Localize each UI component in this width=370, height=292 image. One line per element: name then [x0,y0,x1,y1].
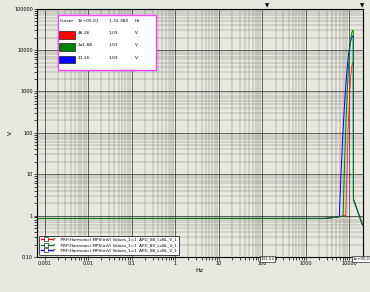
Text: Cursor: Cursor [60,19,74,23]
Text: 46.26: 46.26 [78,31,90,35]
Text: 11.16: 11.16 [78,55,90,60]
X-axis label: Hz: Hz [196,267,204,272]
Bar [59,31,75,39]
Text: V: V [135,55,138,60]
Text: 1e+05.01: 1e+05.01 [352,257,370,261]
Bar [59,44,75,51]
Bar [59,55,75,63]
Text: 1e+05.01: 1e+05.01 [78,19,99,23]
Legend: P    PRF(Harmonic) MPS(mV) Values_1=1  APD_SB_LvBL_V_1, P    PRF(Harmonic) MPS(m: P PRF(Harmonic) MPS(mV) Values_1=1 APD_S… [39,236,179,255]
Text: ▼: ▼ [360,4,364,9]
Text: 1.31 380: 1.31 380 [109,19,128,23]
Text: 131.52: 131.52 [260,257,275,261]
Text: ▼: ▼ [265,4,270,9]
Text: 1a1.88: 1a1.88 [78,44,93,47]
Text: V: V [135,31,138,35]
Text: 1.03: 1.03 [109,31,118,35]
FancyBboxPatch shape [58,15,156,69]
Text: 1.03: 1.03 [109,55,118,60]
Text: V: V [135,44,138,47]
Text: 1.03: 1.03 [109,44,118,47]
Y-axis label: V: V [8,131,13,135]
Text: Hz: Hz [135,19,140,23]
